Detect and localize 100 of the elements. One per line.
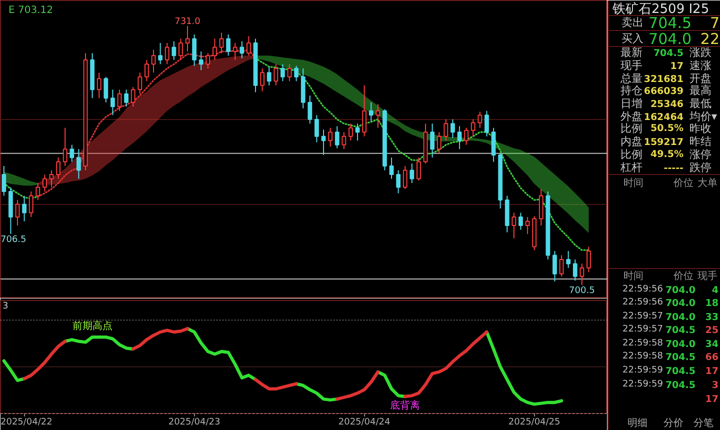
candlestick: [212, 38, 217, 60]
candlestick: [36, 182, 40, 201]
candlestick: [104, 76, 108, 103]
text: 最低: [690, 97, 712, 110]
text: 比例: [620, 122, 642, 135]
candlestick: [580, 263, 584, 286]
text: 17: [705, 366, 719, 377]
text: 4: [712, 285, 719, 296]
text: 杠杆: [620, 161, 642, 174]
text: 666039: [644, 86, 684, 97]
text: 704.0: [665, 298, 696, 309]
x-tick-label: 2025/04/25: [508, 418, 560, 428]
text: 22:59:56: [622, 298, 664, 308]
candlestick: [389, 157, 394, 180]
candlestick: [328, 127, 333, 148]
text: 涨跌: [690, 46, 712, 59]
text: 跌停: [690, 161, 712, 174]
text: 704.5: [653, 48, 684, 59]
text: 34: [705, 339, 719, 350]
candlestick: [484, 110, 489, 137]
candlestick: [266, 66, 272, 86]
text: -----: [664, 163, 684, 174]
x-tick-label: 2025/04/22: [0, 418, 52, 428]
text: 日增: [620, 97, 642, 110]
text: 分笔: [694, 417, 714, 429]
candlestick: [56, 157, 61, 180]
candlestick: [22, 195, 26, 222]
candlestick: [538, 188, 544, 226]
text: 17: [705, 394, 719, 405]
text: 22:59:57: [622, 324, 663, 334]
candlestick: [96, 72, 102, 99]
candlestick: [206, 52, 210, 69]
candlestick: [70, 144, 74, 162]
text: 18: [705, 298, 719, 309]
text: 比例: [620, 148, 642, 161]
text: 总量: [620, 72, 642, 85]
candlestick: [192, 34, 197, 66]
text: 涨停: [690, 148, 712, 161]
text: 昨结: [690, 135, 712, 148]
candlestick: [491, 127, 496, 162]
text: 开盘: [690, 72, 712, 85]
candlestick: [28, 191, 34, 218]
candlestick: [226, 34, 231, 56]
text: 7: [710, 14, 720, 32]
text: 704.5: [665, 366, 696, 377]
text: 22:59:57: [622, 312, 663, 322]
candlestick: [348, 123, 353, 142]
candlestick: [260, 68, 265, 92]
annotation: 731.0: [174, 16, 201, 27]
candlestick: [232, 42, 238, 60]
candlestick: [15, 200, 20, 226]
text: 买入: [622, 32, 644, 45]
text: 持仓: [620, 84, 642, 97]
annotation: 700.5: [569, 286, 595, 296]
candlestick: [185, 25, 190, 52]
text: 159217: [644, 137, 684, 148]
candlestick: [76, 148, 81, 180]
candlestick: [158, 42, 163, 65]
candlestick: [198, 50, 204, 71]
text: 时间: [624, 270, 644, 282]
candlestick: [368, 102, 374, 122]
text: 704.5: [665, 325, 696, 336]
text: 22:59:58: [622, 338, 664, 348]
candlestick: [144, 59, 149, 82]
text: 价位: [672, 270, 694, 282]
candlestick: [355, 123, 360, 142]
candlestick: [172, 40, 176, 60]
candlestick: [566, 250, 571, 268]
text: 大单: [698, 177, 718, 189]
candlestick: [240, 40, 244, 59]
text: 321681: [644, 74, 684, 85]
candlestick: [478, 111, 482, 128]
text: 外盘: [620, 110, 642, 123]
candlestick: [110, 89, 115, 116]
text: 速涨: [690, 59, 712, 72]
candlestick: [321, 129, 326, 156]
text: 22:59:59: [622, 380, 664, 390]
text: 分价: [664, 417, 684, 429]
text: 现手: [620, 59, 642, 72]
candlestick: [416, 157, 421, 181]
text: 66: [705, 352, 719, 363]
candlestick: [518, 212, 523, 230]
text: 704.0: [665, 312, 696, 323]
x-tick-label: 2025/04/24: [338, 418, 391, 428]
candlestick: [280, 64, 285, 82]
text: 价位: [672, 177, 694, 189]
text: 均价▾: [688, 110, 718, 123]
text: 704.0: [648, 30, 692, 48]
candlestick: [49, 170, 54, 188]
candlestick: [410, 163, 414, 184]
text: 内盘: [620, 135, 642, 148]
candlestick: [436, 132, 442, 154]
candlestick: [308, 95, 312, 124]
candlestick: [342, 132, 346, 150]
candlestick: [164, 42, 170, 65]
text: 704.5: [665, 352, 696, 363]
candlestick: [219, 32, 224, 54]
chart-title: 3: [2, 302, 8, 312]
candlestick: [362, 84, 367, 137]
annotation: 底背离: [390, 400, 420, 412]
